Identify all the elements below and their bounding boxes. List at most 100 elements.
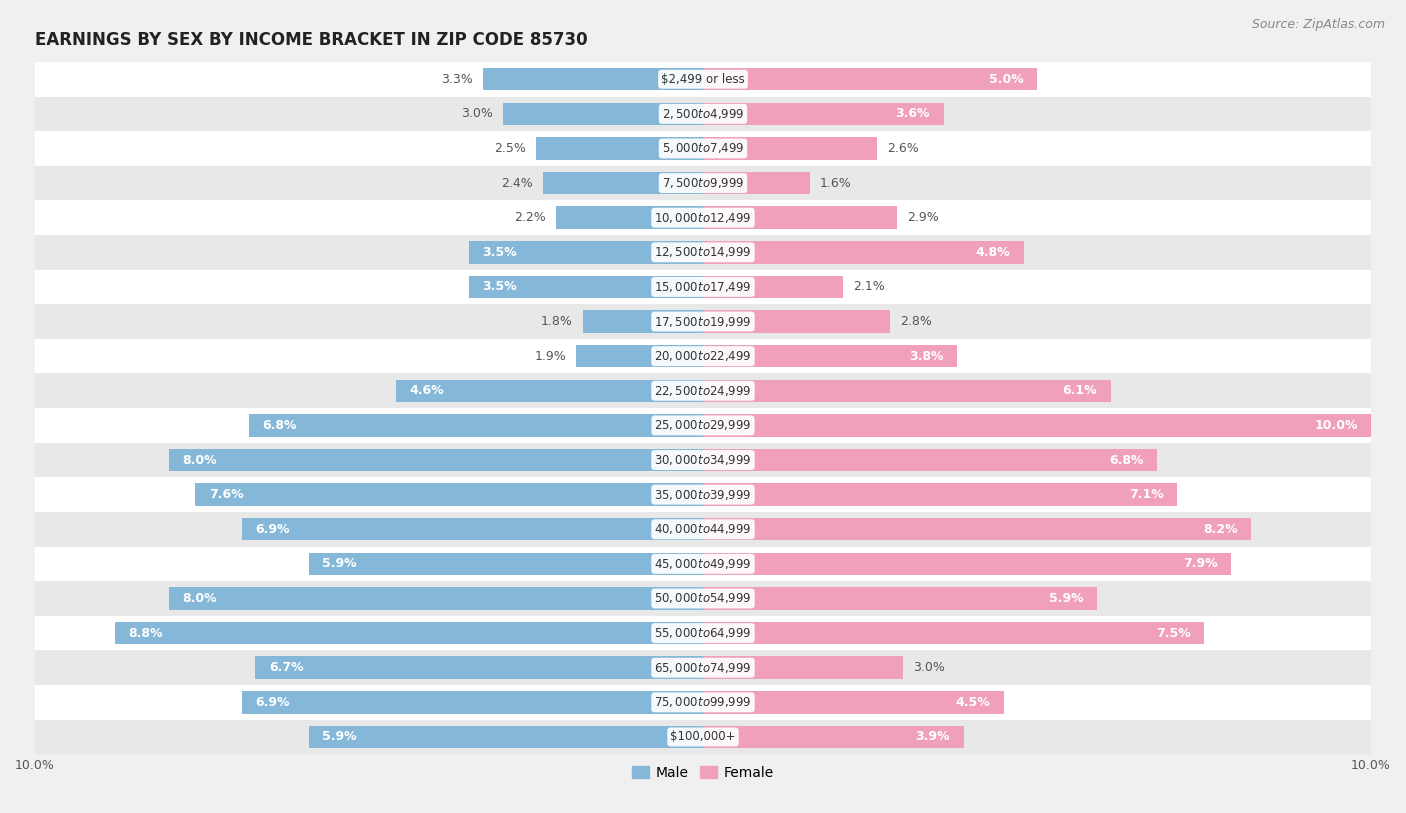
Bar	[0, 720, 1406, 754]
Text: $25,000 to $29,999: $25,000 to $29,999	[654, 419, 752, 433]
Text: $30,000 to $34,999: $30,000 to $34,999	[654, 453, 752, 467]
Bar	[0, 581, 1406, 615]
Text: 5.9%: 5.9%	[322, 730, 357, 743]
Bar	[0, 650, 1406, 685]
Bar	[536, 137, 703, 159]
Text: $50,000 to $54,999: $50,000 to $54,999	[654, 592, 752, 606]
Text: 3.9%: 3.9%	[915, 730, 950, 743]
Bar	[0, 408, 1406, 443]
Text: 2.4%: 2.4%	[501, 176, 533, 189]
Bar	[195, 484, 703, 506]
Bar	[703, 587, 1097, 610]
Text: 4.8%: 4.8%	[976, 246, 1011, 259]
Text: 3.0%: 3.0%	[914, 661, 945, 674]
Text: 7.6%: 7.6%	[208, 488, 243, 501]
Text: $40,000 to $44,999: $40,000 to $44,999	[654, 522, 752, 537]
Bar	[703, 241, 1024, 263]
Text: 6.9%: 6.9%	[256, 523, 290, 536]
Bar	[0, 373, 1406, 408]
Bar	[0, 270, 1406, 304]
Bar	[582, 311, 703, 333]
Text: 7.5%: 7.5%	[1156, 627, 1191, 640]
Text: 2.9%: 2.9%	[907, 211, 939, 224]
Bar	[703, 102, 943, 125]
Bar	[0, 97, 1406, 131]
Bar	[0, 685, 1406, 720]
Text: 3.3%: 3.3%	[440, 72, 472, 85]
Text: 1.6%: 1.6%	[820, 176, 852, 189]
Bar	[0, 477, 1406, 512]
Text: 2.8%: 2.8%	[900, 315, 932, 328]
Legend: Male, Female: Male, Female	[627, 760, 779, 785]
Text: 5.9%: 5.9%	[1049, 592, 1084, 605]
Text: 4.6%: 4.6%	[409, 385, 444, 398]
Text: 3.6%: 3.6%	[896, 107, 931, 120]
Bar	[309, 553, 703, 575]
Text: $20,000 to $22,499: $20,000 to $22,499	[654, 349, 752, 363]
Bar	[169, 449, 703, 472]
Text: 2.6%: 2.6%	[887, 142, 918, 155]
Text: 7.1%: 7.1%	[1129, 488, 1164, 501]
Text: $2,500 to $4,999: $2,500 to $4,999	[662, 107, 744, 121]
Text: $45,000 to $49,999: $45,000 to $49,999	[654, 557, 752, 571]
Bar	[703, 726, 963, 748]
Text: $2,499 or less: $2,499 or less	[661, 72, 745, 85]
Bar	[115, 622, 703, 645]
Text: $10,000 to $12,499: $10,000 to $12,499	[654, 211, 752, 224]
Text: 8.0%: 8.0%	[181, 592, 217, 605]
Bar	[242, 691, 703, 714]
Text: 8.2%: 8.2%	[1202, 523, 1237, 536]
Bar	[703, 345, 957, 367]
Bar	[555, 207, 703, 229]
Text: 1.8%: 1.8%	[541, 315, 572, 328]
Text: 6.9%: 6.9%	[256, 696, 290, 709]
Bar	[0, 615, 1406, 650]
Bar	[703, 380, 1111, 402]
Bar	[169, 587, 703, 610]
Bar	[703, 311, 890, 333]
Bar	[0, 546, 1406, 581]
Text: Source: ZipAtlas.com: Source: ZipAtlas.com	[1251, 18, 1385, 31]
Text: 8.0%: 8.0%	[181, 454, 217, 467]
Bar	[703, 276, 844, 298]
Text: $55,000 to $64,999: $55,000 to $64,999	[654, 626, 752, 640]
Text: 3.5%: 3.5%	[482, 280, 517, 293]
Bar	[576, 345, 703, 367]
Text: 3.0%: 3.0%	[461, 107, 492, 120]
Text: $100,000+: $100,000+	[671, 730, 735, 743]
Text: EARNINGS BY SEX BY INCOME BRACKET IN ZIP CODE 85730: EARNINGS BY SEX BY INCOME BRACKET IN ZIP…	[35, 31, 588, 50]
Text: 10.0%: 10.0%	[1315, 419, 1358, 432]
Text: 8.8%: 8.8%	[128, 627, 163, 640]
Text: $22,500 to $24,999: $22,500 to $24,999	[654, 384, 752, 398]
Bar	[395, 380, 703, 402]
Bar	[0, 62, 1406, 97]
Bar	[703, 656, 904, 679]
Text: 2.1%: 2.1%	[853, 280, 884, 293]
Bar	[703, 518, 1251, 541]
Text: 3.8%: 3.8%	[910, 350, 943, 363]
Text: $17,500 to $19,999: $17,500 to $19,999	[654, 315, 752, 328]
Bar	[703, 622, 1204, 645]
Text: 4.5%: 4.5%	[956, 696, 990, 709]
Text: 6.8%: 6.8%	[262, 419, 297, 432]
Bar	[0, 166, 1406, 200]
Bar	[703, 691, 1004, 714]
Text: 2.5%: 2.5%	[494, 142, 526, 155]
Text: 6.8%: 6.8%	[1109, 454, 1144, 467]
Text: 5.9%: 5.9%	[322, 558, 357, 571]
Bar	[0, 304, 1406, 339]
Text: $5,000 to $7,499: $5,000 to $7,499	[662, 141, 744, 155]
Text: 1.9%: 1.9%	[534, 350, 567, 363]
Bar	[470, 241, 703, 263]
Text: $15,000 to $17,499: $15,000 to $17,499	[654, 280, 752, 294]
Bar	[703, 207, 897, 229]
Text: 3.5%: 3.5%	[482, 246, 517, 259]
Text: 6.7%: 6.7%	[269, 661, 304, 674]
Bar	[0, 131, 1406, 166]
Bar	[703, 484, 1177, 506]
Text: $75,000 to $99,999: $75,000 to $99,999	[654, 695, 752, 709]
Bar	[256, 656, 703, 679]
Bar	[242, 518, 703, 541]
Bar	[502, 102, 703, 125]
Bar	[703, 137, 877, 159]
